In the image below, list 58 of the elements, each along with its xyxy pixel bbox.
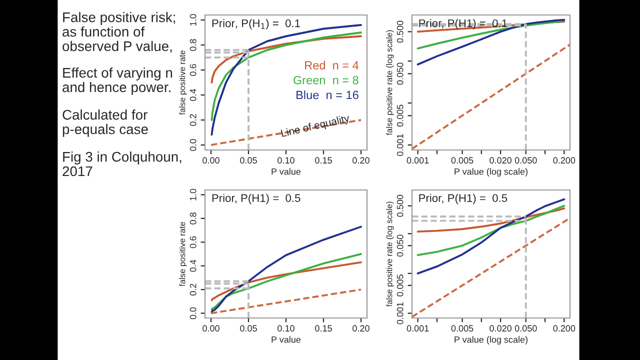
y-axis-title: false positive rate bbox=[179, 50, 187, 115]
text: Green n = 8 bbox=[294, 76, 358, 84]
text: False positive risk; as function of observed P value, bbox=[62, 12, 175, 53]
x-tick-label: 0.10 bbox=[278, 325, 294, 332]
y-tick-label: 0.4 bbox=[190, 88, 196, 101]
x-tick-label: 0.005 bbox=[451, 157, 474, 164]
x-tick-label: 0.020 bbox=[490, 325, 512, 332]
x-axis-title: P value (log scale) bbox=[454, 168, 528, 177]
y-tick-label: 0.8 bbox=[190, 39, 196, 51]
y-tick-label: 0.500 bbox=[396, 20, 404, 43]
y-tick-label: 0.0 bbox=[190, 139, 196, 151]
caption: Fig 3 in Colquhoun, 2017 bbox=[62, 152, 182, 176]
x-tick-label: 0.200 bbox=[553, 325, 576, 332]
chart-title: Prior, P(H$_{1}$) = 0.1 bbox=[212, 19, 300, 30]
x-tick-label: 0.050 bbox=[514, 157, 537, 164]
chart-title: Prior, P(H1) = 0.1 bbox=[419, 19, 508, 30]
x-tick-label: 0.001 bbox=[406, 157, 429, 164]
x-tick-label: 0.15 bbox=[315, 157, 332, 164]
x-tick-label: 0.15 bbox=[315, 325, 332, 332]
text: Calculated for p-equals case bbox=[62, 110, 148, 137]
x-tick-label: 0.05 bbox=[240, 325, 257, 332]
y-tick-label: 0.4 bbox=[190, 260, 196, 272]
x-tick-label: 0.200 bbox=[553, 157, 576, 164]
y-tick-label: 0.8 bbox=[190, 212, 196, 224]
x-axis-title: P value bbox=[272, 336, 301, 343]
x-tick-label: 0.20 bbox=[352, 157, 370, 164]
y-axis-title: false positive rate (log scale) bbox=[386, 30, 394, 136]
y-tick-label: 1.0 bbox=[190, 188, 196, 200]
chart-title: Prior, P(H1) = 0.5 bbox=[419, 194, 508, 204]
x-tick-label: 0.050 bbox=[514, 325, 537, 332]
y-tick-label: 0.005 bbox=[396, 104, 404, 127]
x-tick-label: 0.00 bbox=[202, 325, 220, 332]
text: Blue n = 16 bbox=[296, 90, 358, 100]
y-tick-label: 0.6 bbox=[190, 236, 196, 248]
x-tick-label: 0.20 bbox=[352, 325, 370, 332]
x-tick-label: 0.10 bbox=[278, 157, 294, 164]
y-tick-label: 0.0 bbox=[190, 307, 196, 320]
text: Effect of varying n and hence power. bbox=[62, 68, 172, 95]
x-tick-label: 0.00 bbox=[202, 157, 220, 164]
annotation: Line of equality bbox=[280, 114, 350, 140]
y-tick-label: 0.050 bbox=[396, 62, 404, 85]
y-tick-label: 0.500 bbox=[396, 194, 404, 217]
y-tick-label: 0.2 bbox=[190, 114, 196, 126]
x-tick-label: 0.001 bbox=[406, 325, 429, 332]
y-tick-label: 0.2 bbox=[190, 284, 196, 296]
y-tick-label: 0.050 bbox=[396, 234, 404, 257]
y-tick-label: 1.0 bbox=[190, 14, 196, 26]
y-tick-label: 0.6 bbox=[190, 64, 196, 76]
series-label: Red n = 4 bbox=[305, 60, 359, 70]
x-tick-label: 0.05 bbox=[240, 157, 257, 164]
chart-title: Prior, P(H1) = 0.5 bbox=[212, 194, 300, 204]
x-tick-label: 0.005 bbox=[451, 325, 474, 332]
y-axis-title: false positive rate bbox=[179, 222, 187, 286]
x-axis-title: P value (log scale) bbox=[454, 336, 528, 345]
x-tick-label: 0.020 bbox=[490, 157, 512, 164]
y-axis-title: false positive rate (log scale) bbox=[386, 202, 394, 307]
y-tick-label: 0.005 bbox=[396, 274, 404, 296]
x-axis-title: P value bbox=[272, 168, 301, 175]
